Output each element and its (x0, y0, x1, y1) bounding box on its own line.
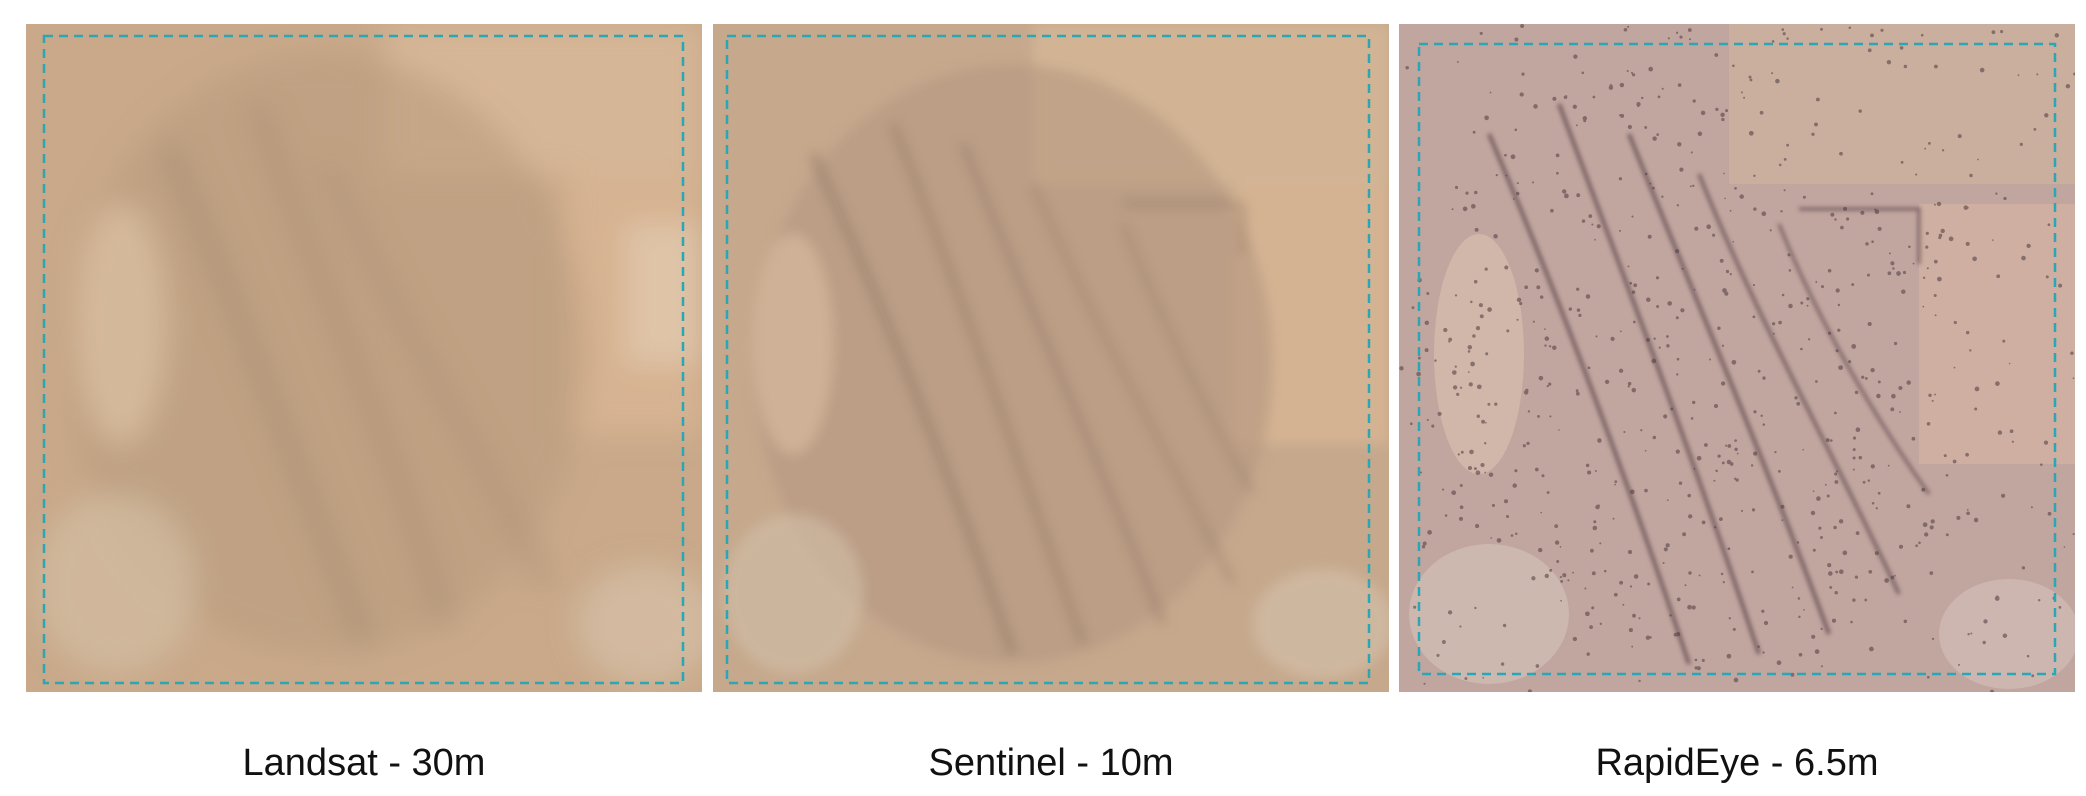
sentinel-boundary-box (725, 34, 1371, 685)
landsat-image-panel (26, 24, 702, 692)
sentinel-image-panel (713, 24, 1389, 692)
landsat-caption: Landsat - 30m (242, 742, 486, 784)
sentinel-satellite-image (713, 24, 1389, 692)
landsat-boundary-box (42, 34, 685, 685)
rapideye-boundary-box (1417, 42, 2057, 676)
rapideye-caption: RapidEye - 6.5m (1595, 742, 1879, 784)
rapideye-satellite-image (1399, 24, 2075, 692)
landsat-satellite-image (26, 24, 702, 692)
rapideye-image-panel (1399, 24, 2075, 692)
sentinel-caption: Sentinel - 10m (928, 742, 1174, 784)
